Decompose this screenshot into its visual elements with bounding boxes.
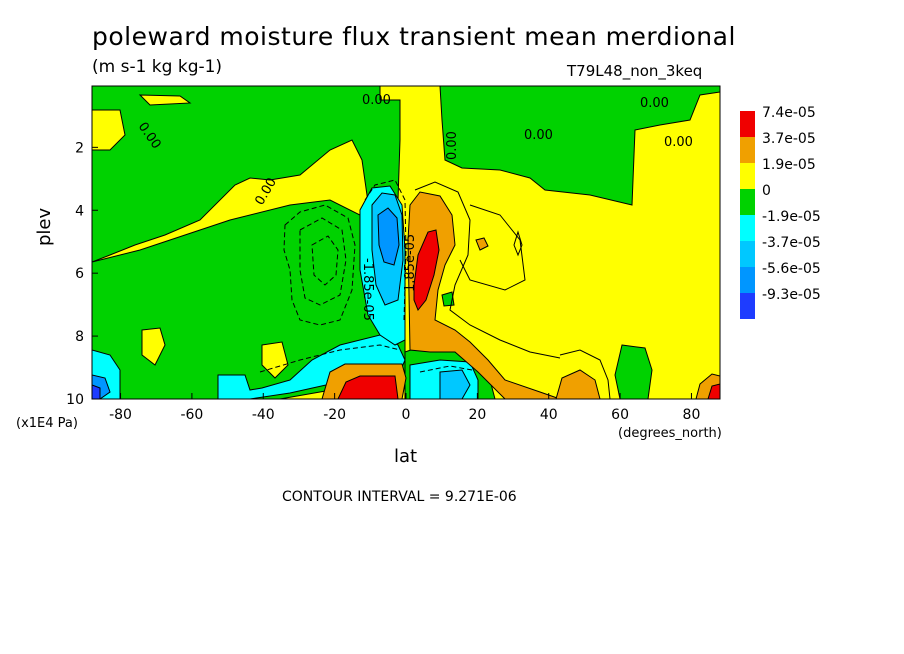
contour-label-h: -1.85e-05 — [360, 258, 375, 321]
color-legend: 7.4e-05 3.7e-05 1.9e-05 0 -1.9e-05 -3.7e-05 -5… — [740, 105, 821, 319]
y-unit-label: (x1E4 Pa) — [16, 416, 78, 431]
legend-swatch — [740, 267, 755, 293]
legend-swatch — [740, 293, 755, 319]
legend-swatch — [740, 189, 755, 215]
x-axis-label: lat — [394, 446, 418, 467]
y-tick-label: 8 — [75, 329, 84, 345]
contour-label-g: 0.00 — [445, 131, 460, 160]
region-green-north-east — [439, 86, 720, 206]
region-blue-tropics — [377, 207, 400, 266]
positive-contours — [414, 181, 611, 399]
plot-field: 0.00 0.00 0.00 0.00 0.00 0.00 0.00 -1.85… — [92, 86, 720, 399]
y-tick-label: 2 — [75, 140, 84, 156]
y-tick-label: 10 — [66, 392, 84, 408]
y-tick-label: 4 — [75, 203, 84, 219]
contour-label-d: 0.00 — [664, 135, 693, 150]
contour-label-c: 0.00 — [524, 128, 553, 143]
x-tick-label: 20 — [468, 407, 486, 423]
x-tick-label: -80 — [109, 407, 132, 423]
legend-swatch — [740, 137, 755, 163]
x-tick-label: 60 — [611, 407, 629, 423]
region-yellow-island-d — [138, 94, 192, 106]
negative-contours — [259, 179, 473, 373]
legend-label: 0 — [762, 183, 771, 199]
y-tick-label: 6 — [75, 266, 84, 282]
chart-units: (m s-1 kg kg-1) — [92, 57, 223, 77]
contour-interval: CONTOUR INTERVAL = 9.271E-06 — [282, 489, 517, 505]
legend-label: 7.4e-05 — [762, 105, 816, 121]
contour-label-b: 0.00 — [640, 96, 669, 111]
contour-label-a: 0.00 — [362, 93, 391, 108]
contour-label-i: 1.85e-05 — [403, 234, 418, 292]
region-orange-nh-tropics — [407, 191, 561, 399]
region-green-west — [92, 86, 401, 263]
region-green-south-east — [614, 344, 653, 399]
x-unit-label: (degrees_north) — [618, 426, 722, 441]
chart-title: poleward moisture flux transient mean me… — [92, 22, 736, 51]
region-red-south — [337, 375, 399, 399]
x-tick-label: 80 — [683, 407, 701, 423]
region-red-polar — [707, 383, 720, 399]
legend-swatch — [740, 111, 755, 137]
run-label: T79L48_non_3keq — [567, 62, 703, 80]
legend-swatch — [740, 163, 755, 189]
region-cyan-south — [217, 334, 406, 399]
legend-label: -9.3e-05 — [762, 287, 821, 303]
region-orange-spot — [475, 237, 489, 251]
region-lightblue-south — [439, 369, 471, 399]
legend-label: -3.7e-05 — [762, 235, 821, 251]
x-tick-label: -20 — [323, 407, 346, 423]
region-orange-midlat — [555, 369, 601, 399]
legend-label: -1.9e-05 — [762, 209, 821, 225]
x-tick-label: -40 — [252, 407, 275, 423]
region-red-nh-tropics — [413, 229, 440, 311]
legend-swatch — [740, 241, 755, 267]
x-tick-label: 40 — [540, 407, 558, 423]
x-axis-ticks: -80 -60 -40 -20 0 20 40 60 80 — [109, 393, 700, 423]
region-darkblue-southwest — [92, 384, 101, 399]
region-yellow-island-b — [141, 327, 166, 366]
legend-swatch — [740, 215, 755, 241]
x-tick-label: 0 — [402, 407, 411, 423]
legend-label: -5.6e-05 — [762, 261, 821, 277]
region-yellow-island-a — [92, 109, 126, 151]
legend-label: 1.9e-05 — [762, 157, 816, 173]
legend-label: 3.7e-05 — [762, 131, 816, 147]
x-tick-label: -60 — [180, 407, 203, 423]
y-axis-ticks: 2 4 6 8 10 — [66, 140, 98, 408]
